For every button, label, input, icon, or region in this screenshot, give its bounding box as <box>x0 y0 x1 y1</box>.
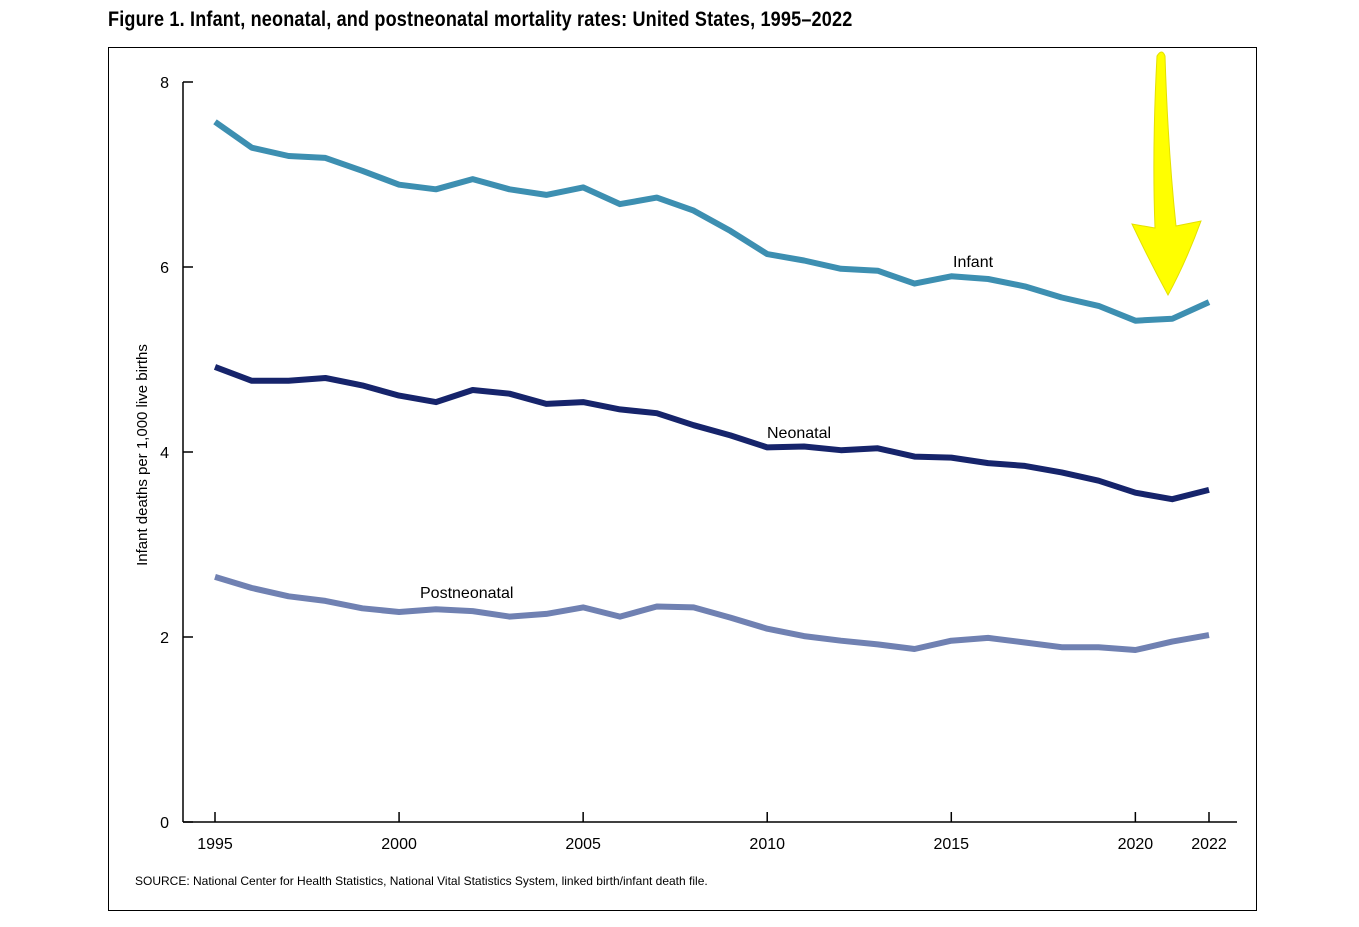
x-tick-label: 2000 <box>381 836 417 853</box>
y-axis-label: Infant deaths per 1,000 live births <box>134 344 151 566</box>
y-tick-label: 0 <box>160 815 169 832</box>
series-label-neonatal: Neonatal <box>767 425 831 442</box>
series-label-postneonatal: Postneonatal <box>420 585 513 602</box>
series-line-postneonatal <box>214 574 1210 653</box>
x-tick-label: 2022 <box>1191 836 1227 853</box>
figure-title: Figure 1. Infant, neonatal, and postneon… <box>108 8 853 31</box>
x-tick-label: 1995 <box>197 836 233 853</box>
x-tick-label: 2005 <box>565 836 601 853</box>
x-tick-label: 2020 <box>1118 836 1154 853</box>
source-note: SOURCE: National Center for Health Stati… <box>135 874 708 888</box>
series-line-infant <box>213 119 1211 324</box>
y-ticks: 0 2 4 6 8 <box>160 75 193 832</box>
y-tick-label: 4 <box>160 445 169 462</box>
figure-frame <box>108 47 1257 911</box>
y-tick-label: 8 <box>160 75 169 92</box>
series-line-neonatal <box>213 364 1210 503</box>
series-labels: Infant Neonatal Postneonatal <box>420 254 994 602</box>
x-ticks: 1995 2000 2005 2010 2015 2020 2022 <box>197 812 1227 853</box>
x-axis: 1995 2000 2005 2010 2015 2020 2022 <box>183 812 1237 853</box>
x-tick-label: 2010 <box>749 836 785 853</box>
y-tick-label: 6 <box>160 260 169 277</box>
x-tick-label: 2015 <box>933 836 969 853</box>
y-tick-label: 2 <box>160 630 169 647</box>
yellow-arrow-icon <box>1131 51 1202 297</box>
series-group <box>213 119 1211 653</box>
series-label-infant: Infant <box>953 254 994 271</box>
y-axis: 0 2 4 6 8 <box>160 75 193 832</box>
arrow-shape <box>1131 51 1202 297</box>
